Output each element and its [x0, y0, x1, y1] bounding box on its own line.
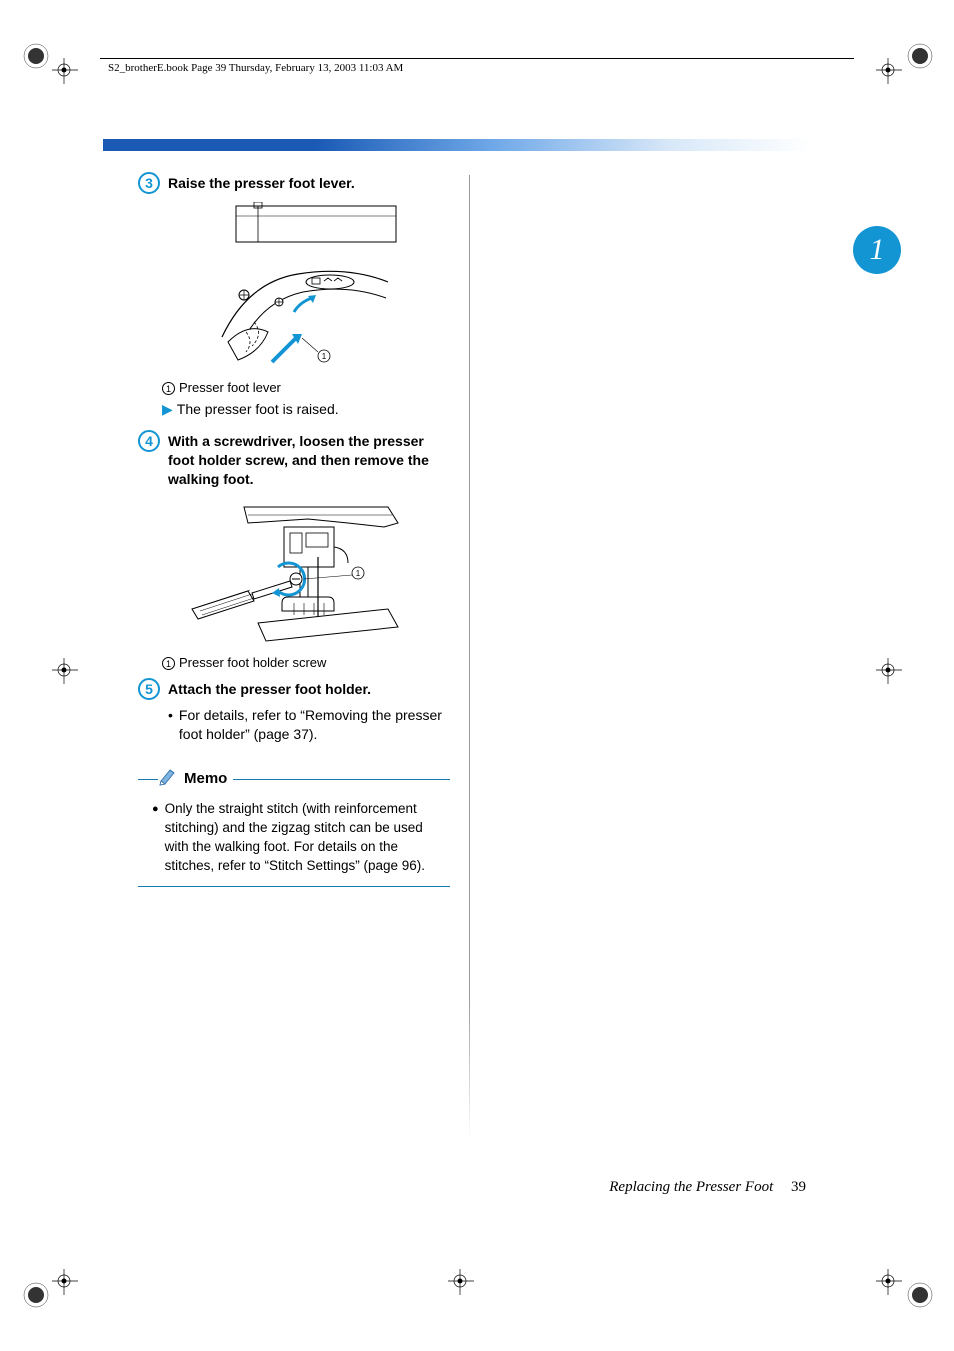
content-column: 3 Raise the presser foot lever.: [138, 174, 450, 887]
pencil-icon: [158, 766, 178, 791]
callout-label: Presser foot holder screw: [179, 655, 326, 670]
header-meta: S2_brotherE.book Page 39 Thursday, Febru…: [108, 62, 403, 74]
step-3-text: Raise the presser foot lever.: [168, 174, 355, 193]
callout-num-icon: 1: [162, 382, 175, 395]
chapter-number: 1: [870, 233, 885, 267]
callout-label: Presser foot lever: [179, 380, 281, 395]
memo-body: Only the straight stitch (with reinforce…: [152, 800, 450, 876]
header-rule: [100, 58, 854, 59]
result-arrow-icon: ▶: [162, 401, 173, 417]
crop-mark-tl: [20, 40, 80, 100]
step-5-text: Attach the presser foot holder.: [168, 680, 371, 699]
step-4-callout: 1 Presser foot holder screw: [162, 655, 450, 670]
memo-box: Memo Only the straight stitch (with rein…: [138, 779, 450, 887]
result-text: The presser foot is raised.: [177, 401, 339, 417]
footer-page-number: 39: [791, 1179, 806, 1195]
crop-mark-bl: [20, 1251, 80, 1311]
step-5-bullet: For details, refer to “Removing the pres…: [168, 706, 450, 744]
memo-header: Memo: [158, 766, 233, 791]
column-divider: [469, 175, 470, 1140]
svg-text:1: 1: [322, 352, 327, 361]
step-number-badge: 4: [138, 430, 160, 452]
step-number-badge: 5: [138, 678, 160, 700]
step-3-illustration: 1: [166, 202, 450, 372]
step-5: 5 Attach the presser foot holder.: [138, 680, 450, 700]
memo-body-text: Only the straight stitch (with reinforce…: [165, 800, 450, 876]
step-number-badge: 3: [138, 172, 160, 194]
step-4-illustration: 1: [166, 497, 450, 647]
step-3-result: ▶The presser foot is raised.: [162, 401, 450, 418]
crop-mark-bc: [430, 1251, 490, 1311]
crop-mark-ml: [20, 640, 80, 700]
step-4-text: With a screwdriver, loosen the presser f…: [168, 432, 450, 489]
step-5-bullet-text: For details, refer to “Removing the pres…: [179, 706, 450, 744]
step-3-callout: 1 Presser foot lever: [162, 380, 450, 395]
crop-mark-tr: [874, 40, 934, 100]
footer: Replacing the Presser Foot 39: [609, 1179, 806, 1196]
callout-num-icon: 1: [162, 657, 175, 670]
crop-mark-mr: [874, 640, 934, 700]
section-bar: [103, 139, 812, 151]
memo-title: Memo: [184, 770, 227, 787]
footer-section: Replacing the Presser Foot: [609, 1179, 773, 1195]
crop-mark-br: [874, 1251, 934, 1311]
step-4: 4 With a screwdriver, loosen the presser…: [138, 432, 450, 489]
chapter-thumb-tab: 1: [853, 226, 901, 274]
svg-text:1: 1: [356, 569, 361, 578]
step-3: 3 Raise the presser foot lever.: [138, 174, 450, 194]
